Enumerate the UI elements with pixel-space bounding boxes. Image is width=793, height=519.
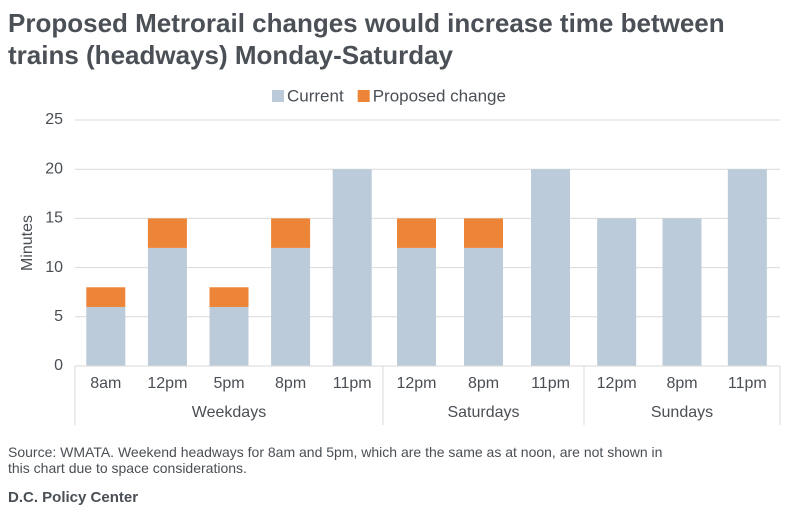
y-tick-label: 20 xyxy=(45,160,63,177)
y-axis-label: Minutes xyxy=(19,215,36,271)
credit: D.C. Policy Center xyxy=(8,489,138,506)
bar-segment xyxy=(86,287,126,307)
legend-label: Current xyxy=(287,86,344,105)
bar-segment xyxy=(531,169,570,366)
chart-title: Proposed Metrorail changes would increas… xyxy=(8,8,725,38)
bar-segment xyxy=(597,218,637,366)
group-label: Saturdays xyxy=(447,404,519,421)
bar-segment xyxy=(727,169,767,366)
x-tick-label: 12pm xyxy=(147,375,187,392)
chart-title: trains (headways) Monday-Saturday xyxy=(8,40,454,70)
y-tick-label: 0 xyxy=(54,357,63,374)
y-tick-label: 15 xyxy=(45,210,63,227)
source-note: Source: WMATA. Weekend headways for 8am … xyxy=(8,444,662,460)
y-tick-label: 25 xyxy=(45,111,63,128)
y-tick-label: 5 xyxy=(54,308,63,325)
legend-label: Proposed change xyxy=(373,86,506,105)
bar-segment xyxy=(271,247,311,366)
x-tick-label: 8am xyxy=(90,375,121,392)
group-label: Sundays xyxy=(651,404,713,421)
x-tick-label: 8pm xyxy=(275,375,306,392)
x-tick-label: 12pm xyxy=(396,375,436,392)
bar-segment xyxy=(147,218,187,248)
bar-segment xyxy=(397,247,436,366)
bar-segment xyxy=(332,169,372,366)
group-label: Weekdays xyxy=(192,404,266,421)
x-tick-label: 8pm xyxy=(666,375,697,392)
bar-segment xyxy=(464,218,503,248)
x-tick-label: 11pm xyxy=(531,375,570,392)
legend-swatch xyxy=(357,90,370,102)
bar-segment xyxy=(86,306,126,366)
bar-segment xyxy=(271,218,311,248)
x-tick-label: 12pm xyxy=(597,375,637,392)
bar-segment xyxy=(209,306,249,366)
bar-segment xyxy=(397,218,436,248)
y-tick-label: 10 xyxy=(45,259,63,276)
x-tick-label: 5pm xyxy=(213,375,244,392)
x-tick-label: 11pm xyxy=(728,375,767,392)
bar-segment xyxy=(662,218,702,366)
bar-segment xyxy=(209,287,249,307)
legend-swatch xyxy=(272,90,284,102)
x-tick-label: 8pm xyxy=(468,375,499,392)
source-note: this chart due to space considerations. xyxy=(8,460,247,476)
bar-segment xyxy=(147,247,187,366)
x-tick-label: 11pm xyxy=(333,375,372,392)
bar-segment xyxy=(464,247,503,366)
